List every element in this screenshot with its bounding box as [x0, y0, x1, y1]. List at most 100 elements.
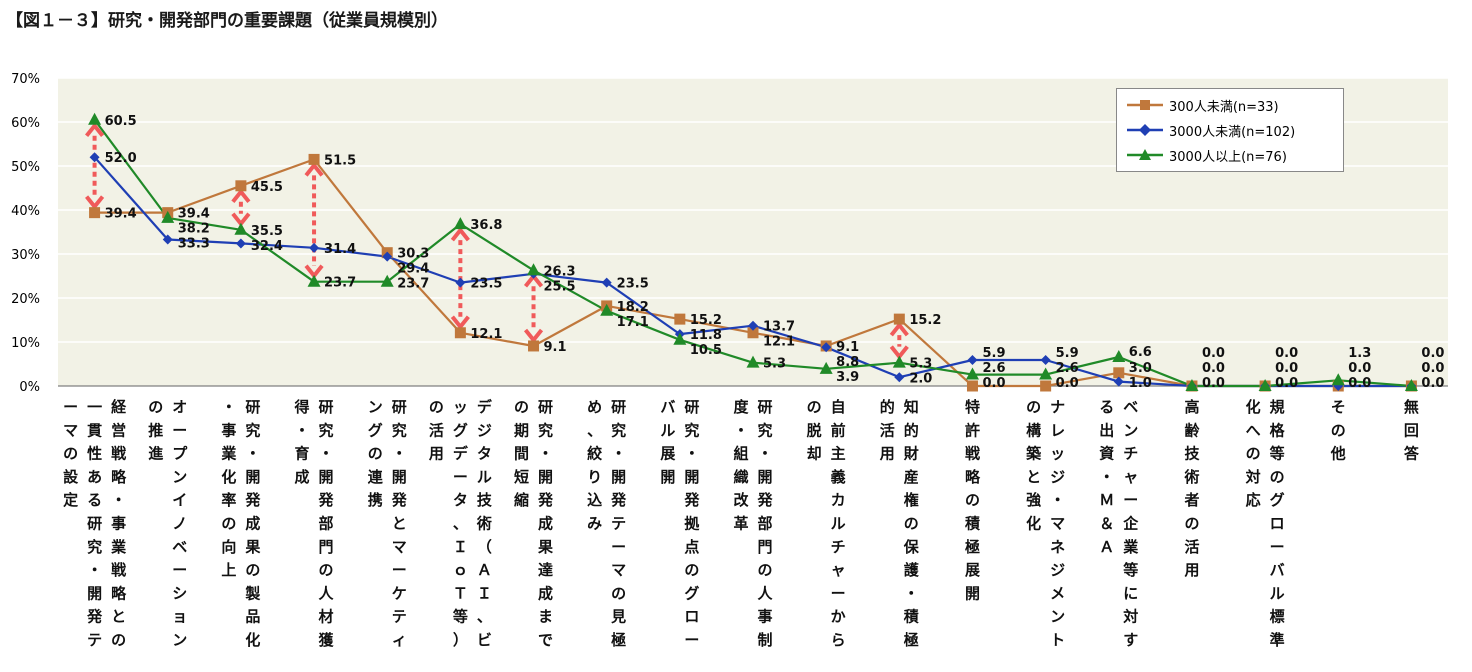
x-category-char: 門: [319, 538, 334, 556]
arrow-head-up: [450, 228, 470, 242]
data-label: 0.0: [1348, 361, 1371, 376]
data-label: 29.4: [397, 262, 429, 277]
data-label: 5.3: [909, 357, 932, 372]
data-label: 0.0: [1275, 361, 1298, 376]
x-category-char: 財: [903, 445, 919, 463]
arrow-head-down: [523, 328, 544, 342]
x-category-char: ・: [245, 445, 260, 463]
arrow-head-up: [231, 189, 251, 204]
x-category-char: の: [757, 561, 772, 579]
data-label: 39.4: [105, 207, 137, 222]
x-category-char: ン: [1123, 421, 1138, 439]
x-category-char: 権: [904, 491, 919, 509]
x-category-char: 成: [295, 468, 310, 486]
x-category-char: 率: [221, 491, 236, 509]
x-category-char: 推: [148, 421, 163, 439]
x-category-char: バ: [1270, 561, 1285, 579]
x-category-char: 化: [1026, 515, 1041, 533]
legend-label: 3000人以上(n=76): [1169, 149, 1287, 165]
x-category-label: 無回答: [1404, 398, 1420, 463]
x-category-char: ョ: [172, 608, 187, 626]
x-category-char: 準: [1270, 631, 1285, 649]
x-category-char: ン: [368, 398, 383, 416]
marker-square: [1040, 380, 1052, 392]
x-category-char: 究: [538, 421, 553, 439]
x-category-char: 成: [538, 515, 553, 533]
data-label: 0.0: [1348, 376, 1371, 391]
x-category-char: 用: [880, 445, 895, 463]
x-category-char: （: [477, 538, 492, 556]
x-category-char: Ｔ: [453, 584, 468, 602]
x-category-char: 貫: [87, 421, 102, 439]
data-label: 23.5: [617, 277, 649, 292]
x-category-char: 進: [148, 445, 164, 463]
y-tick-label: 70%: [11, 72, 40, 87]
x-category-char: ジ: [1050, 561, 1065, 579]
x-category-char: 答: [1404, 445, 1420, 463]
x-category-char: 護: [904, 561, 920, 579]
data-label: 12.1: [470, 327, 502, 342]
x-category-char: ン: [172, 468, 187, 486]
x-category-char: 究: [245, 421, 260, 439]
x-category-char: マ: [611, 561, 626, 579]
legend-item-series-2: 3000人未満(n=102): [1127, 120, 1295, 140]
x-category-char: 性: [87, 445, 102, 463]
x-category-char: 材: [319, 608, 334, 626]
x-category-char: レ: [1050, 421, 1065, 439]
marker-square: [89, 207, 101, 219]
x-category-char: 活: [1184, 538, 1199, 556]
data-label: 2.6: [982, 361, 1005, 376]
y-tick-label: 40%: [11, 204, 40, 219]
x-category-char: 果: [244, 538, 261, 556]
x-category-char: 極: [964, 538, 980, 556]
x-category-char: で: [538, 631, 553, 649]
x-category-char: 他: [1330, 445, 1346, 463]
x-category-char: の: [429, 398, 444, 416]
x-category-char: と: [111, 608, 126, 626]
x-category-char: 設: [63, 468, 79, 486]
x-category-char: 戦: [965, 445, 981, 463]
x-category-char: の: [611, 584, 626, 602]
x-category-char: ル: [1270, 584, 1285, 602]
x-category-char: Ｉ: [477, 584, 492, 602]
data-label: 17.1: [617, 315, 649, 330]
y-tick-label: 30%: [11, 248, 40, 263]
marker-square: [674, 313, 686, 325]
x-category-char: ベ: [172, 538, 187, 556]
x-category-char: ル: [660, 421, 675, 439]
x-category-char: ・: [684, 445, 699, 463]
x-category-char: の: [63, 445, 78, 463]
x-category-char: り: [587, 468, 602, 486]
x-category-char: の: [368, 445, 383, 463]
data-label: 12.1: [763, 335, 795, 350]
x-category-char: 研: [245, 398, 260, 416]
x-category-char: シ: [172, 584, 187, 602]
arrow-head-up: [85, 123, 105, 138]
data-label: 0.0: [1202, 376, 1225, 391]
x-category-char: 定: [63, 491, 78, 509]
data-label: 38.2: [178, 222, 210, 237]
data-label: 18.2: [617, 300, 649, 315]
x-category-char: 発: [391, 491, 408, 509]
x-category-char: 短: [514, 468, 529, 486]
marker-diamond: [1113, 376, 1124, 387]
x-category-char: 事: [221, 421, 236, 439]
x-category-char: 規: [1270, 398, 1285, 416]
x-category-char: ッ: [1050, 445, 1065, 463]
x-category-char: デ: [477, 398, 493, 416]
marker-triangle: [600, 303, 614, 316]
x-category-char: ル: [477, 468, 492, 486]
x-category-char: 開: [660, 468, 675, 486]
legend-item-series-3: 3000人以上(n=76): [1127, 145, 1287, 165]
x-category-char: タ: [453, 491, 468, 509]
legend-item-series-1: 300人未満(n=33): [1127, 95, 1279, 115]
data-label: 32.4: [251, 239, 283, 254]
legend: 300人未満(n=33) 3000人未満(n=102) 3000人以上(n=76…: [1116, 88, 1344, 172]
marker-square: [1113, 367, 1125, 379]
x-category-char: 究: [684, 421, 699, 439]
data-label: 26.3: [544, 264, 576, 279]
x-category-char: と: [1026, 468, 1041, 486]
